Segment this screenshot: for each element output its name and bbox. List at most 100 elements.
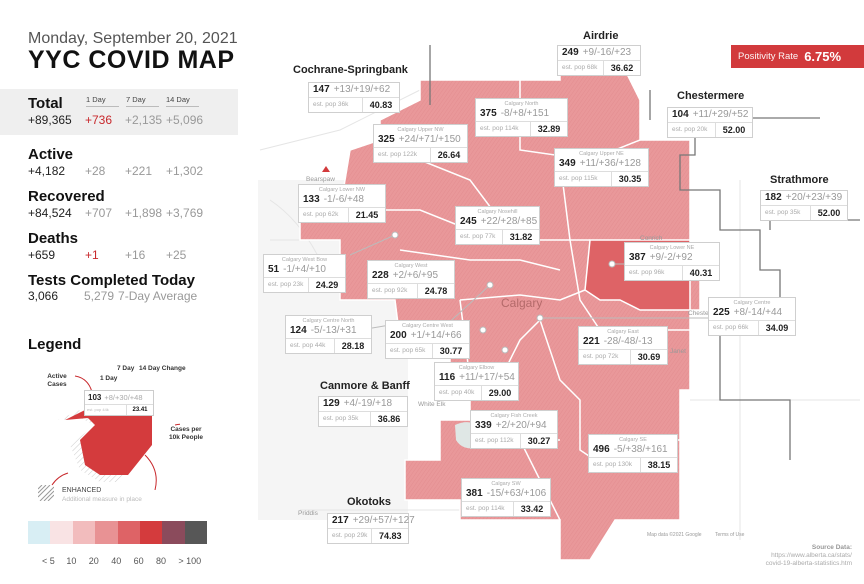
district-card[interactable]: Calgary Lower NE 387 +9/-2/+92 est. pop 96k… (624, 242, 720, 281)
district-card[interactable]: Calgary Nosehill 245 +22/+28/+85 est. pop 7… (455, 206, 540, 245)
district-name: Calgary Nosehill (477, 209, 518, 215)
active-cases: 349 (559, 158, 576, 169)
district-name: Calgary SE (619, 437, 647, 443)
case-change: +29/+57/+127 (352, 515, 415, 526)
region-title: Airdrie (583, 30, 619, 42)
district-marker (391, 231, 399, 239)
case-change: -5/-13/+31 (310, 325, 357, 336)
region-card[interactable]: 182 +20/+23/+39 est. pop 35k 52.00 (760, 190, 848, 221)
district-name: Calgary Centre West (402, 323, 453, 329)
active-cases: 182 (765, 192, 782, 203)
stat-label: Tests Completed Today (28, 272, 195, 289)
active-cases: 129 (323, 398, 340, 409)
terms-link[interactable]: Terms of Use (715, 532, 745, 538)
active-cases: 496 (593, 444, 610, 455)
color-scale-swatch (28, 521, 51, 544)
district-name: Calgary Lower NW (318, 187, 366, 193)
tests-average: 5,279 (84, 289, 115, 303)
color-scale-label: 10 (66, 556, 77, 566)
active-cases: 225 (713, 307, 730, 318)
stat-1day: +736 (85, 113, 113, 127)
district-card[interactable]: Calgary North 375 -8/+8/+151 est. pop 114k 3… (475, 98, 568, 137)
est-population: est. pop 77k (456, 230, 503, 244)
est-population: est. pop 35k (319, 412, 371, 426)
case-change: +1/+14/+66 (410, 330, 462, 341)
active-cases: 133 (303, 194, 320, 205)
case-change: +4/-19/+18 (343, 398, 393, 409)
legend-7day: 7 Day (117, 365, 135, 372)
region-card[interactable]: 129 +4/-19/+18 est. pop 35k 36.86 (318, 396, 408, 427)
district-name: Calgary SW (491, 481, 521, 487)
tests-average-label: 7-Day Average (118, 289, 198, 303)
legend-example-pop: est. pop 44k (85, 405, 127, 415)
map-label-white-elk: White Elk (418, 401, 446, 408)
case-change: -28/-48/-13 (603, 336, 653, 347)
color-scale-swatch (162, 521, 185, 544)
stat-14day: +1,302 (166, 164, 204, 178)
district-card[interactable]: Calgary SE 496 -5/+38/+161 est. pop 130k 38.… (588, 434, 678, 473)
district-card[interactable]: Calgary Centre North 124 -5/-13/+31 est. po… (285, 315, 372, 354)
legend-example-card: 103 +8/+30/+48 est. pop 44k 23.41 (84, 390, 154, 416)
legend-title: Legend (28, 336, 82, 353)
case-change: -1/+4/+10 (283, 264, 326, 275)
est-population: est. pop 122k (374, 148, 431, 162)
active-cases: 325 (378, 134, 395, 145)
active-cases: 387 (629, 252, 646, 263)
est-population: est. pop 68k (558, 61, 604, 75)
est-population: est. pop 40k (435, 386, 482, 400)
est-population: est. pop 62k (299, 208, 349, 222)
cases-per-10k: 24.29 (315, 280, 339, 290)
region-title: Chestermere (677, 90, 745, 102)
map-label-bearspaw: Bearspaw (306, 176, 335, 183)
col-header-7day: 7 Day (126, 95, 159, 107)
district-card[interactable]: Calgary Lower NW 133 -1/-6/+48 est. pop 62k… (298, 184, 386, 223)
active-cases: 200 (390, 330, 407, 341)
region-card[interactable]: 249 +9/-16/+23 est. pop 68k 36.62 (557, 45, 641, 76)
legend-arrow (74, 375, 93, 393)
district-card[interactable]: Calgary Elbow 116 +11/+17/+54 est. pop 40k 2… (434, 362, 519, 401)
active-cases: 51 (268, 264, 280, 275)
active-cases: 375 (480, 108, 497, 119)
stat-label: Deaths (28, 230, 79, 247)
district-card[interactable]: Calgary Centre West 200 +1/+14/+66 est. pop… (385, 320, 470, 359)
district-card[interactable]: Calgary Fish Creek 339 +2/+20/+94 est. pop … (470, 410, 558, 449)
district-card[interactable]: Calgary SW 381 -15/+63/+106 est. pop 114k 33… (461, 478, 551, 517)
region-title: Canmore & Banff (320, 380, 410, 392)
cases-per-10k: 74.83 (378, 531, 402, 541)
source-url-1[interactable]: https://www.alberta.ca/stats/ (771, 552, 852, 559)
district-card[interactable]: Calgary West Bow 51 -1/+4/+10 est. pop 23k 2… (263, 254, 346, 293)
est-population: est. pop 92k (368, 284, 418, 298)
color-scale-label: 80 (156, 556, 167, 566)
legend-arrow (51, 472, 69, 486)
region-card[interactable]: 217 +29/+57/+127 est. pop 29k 74.83 (327, 513, 415, 544)
legend-example-rate: 23.41 (132, 407, 148, 413)
district-card[interactable]: Calgary West 228 +2/+6/+95 est. pop 92k 24.7… (367, 260, 455, 299)
district-card[interactable]: Calgary Upper NW 325 +24/+71/+150 est. pop … (373, 124, 468, 163)
stat-recovered: Recovered +84,524 +707 +1,898 +3,769 (28, 188, 248, 220)
district-name: Calgary Upper NE (579, 151, 624, 157)
district-marker (479, 326, 487, 334)
map-label-calgary: Calgary (501, 296, 543, 310)
district-card[interactable]: Calgary Upper NE 349 +11/+36/+128 est. pop … (554, 148, 649, 187)
cases-per-10k: 40.83 (369, 100, 393, 110)
color-scale-label: 60 (133, 556, 144, 566)
legend-example-change: +8/+30/+48 (104, 393, 143, 402)
case-change: +9/-2/+92 (649, 252, 693, 263)
district-marker (608, 260, 616, 268)
region-card[interactable]: 147 +13/+19/+62 est. pop 36k 40.83 (308, 82, 400, 113)
district-name: Calgary Centre (733, 300, 771, 306)
map-label-conrich: Conrich (640, 235, 663, 242)
legend-region-shape (65, 410, 152, 475)
region-card[interactable]: 104 +11/+29/+52 est. pop 20k 52.00 (667, 107, 753, 138)
cases-per-10k: 33.42 (520, 504, 544, 514)
cases-per-10k: 30.27 (527, 436, 551, 446)
map-label-janet: Janet (670, 348, 686, 355)
case-change: -15/+63/+106 (486, 488, 547, 499)
active-cases: 116 (439, 372, 456, 383)
source-url-2[interactable]: covid-19-alberta-statistics.htm (765, 560, 852, 567)
district-card[interactable]: Calgary Centre 225 +8/-14/+44 est. pop 66k 3… (708, 297, 796, 336)
source-data: Source Data: https://www.alberta.ca/stat… (766, 544, 852, 568)
district-card[interactable]: Calgary East 221 -28/-48/-13 est. pop 72k 30… (578, 326, 668, 365)
cases-per-10k: 29.00 (488, 388, 512, 398)
case-change: +2/+20/+94 (495, 420, 547, 431)
